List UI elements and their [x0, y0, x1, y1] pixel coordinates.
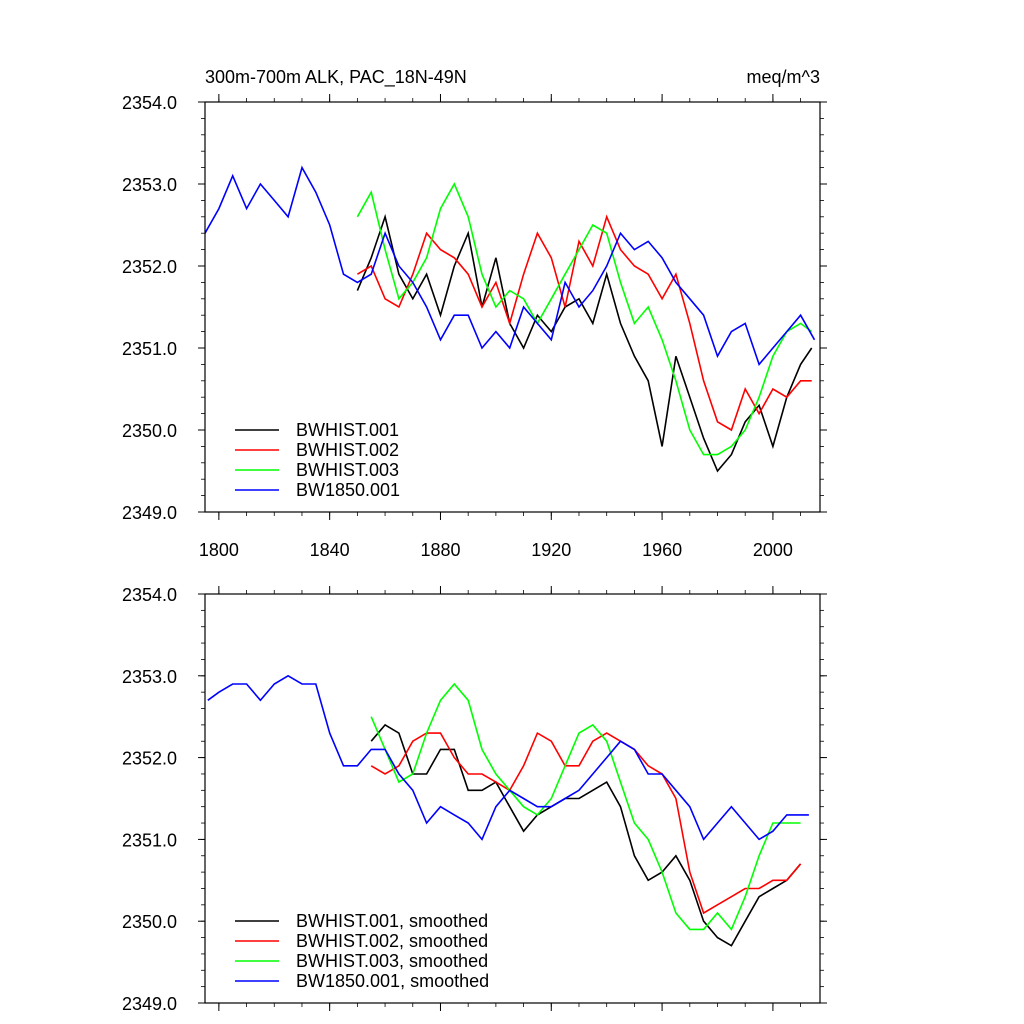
legend-label-1: BWHIST.002, smoothed [296, 931, 488, 951]
y-tick-label: 2350.0 [122, 912, 177, 932]
legend-label-2: BWHIST.003 [296, 460, 399, 480]
y-tick-label: 2349.0 [122, 994, 177, 1014]
y-tick-label: 2354.0 [122, 93, 177, 113]
series-line-1 [356, 214, 812, 432]
legend-label-0: BWHIST.001, smoothed [296, 911, 488, 931]
bottom-panel: 2349.0 2350.0 2351.0 2352.0 2353.0 2354.0 BWH… [122, 585, 827, 1014]
y-tick-label: 2349.0 [122, 503, 177, 523]
top-panel: 300m-700m ALK, PAC_18N-49N meq/m^3 2349.… [122, 67, 827, 560]
y-tick-label: 2350.0 [122, 421, 177, 441]
x-tick-label: 1800 [199, 540, 239, 560]
top-panel-plot-area: 2349.0 2350.0 2351.0 2352.0 2353.0 2354.0 1800… [122, 93, 827, 560]
top-panel-units: meq/m^3 [747, 67, 820, 87]
series-line-3 [207, 674, 809, 841]
x-tick-label: 1880 [420, 540, 460, 560]
x-tick-label: 1920 [531, 540, 571, 560]
series-line-2 [356, 182, 813, 456]
y-tick-label: 2351.0 [122, 339, 177, 359]
legend-label-3: BW1850.001 [296, 480, 400, 500]
bottom-panel-plot-area: 2349.0 2350.0 2351.0 2352.0 2353.0 2354.0 [122, 585, 827, 1014]
x-tick-label: 1960 [642, 540, 682, 560]
x-tick-label: 1840 [310, 540, 350, 560]
y-tick-label: 2353.0 [122, 175, 177, 195]
top-panel-title: 300m-700m ALK, PAC_18N-49N [205, 67, 467, 88]
plot-frame [204, 101, 821, 513]
series-line-3 [204, 165, 816, 367]
y-tick-label: 2351.0 [122, 830, 177, 850]
plot-frame [204, 593, 821, 1004]
y-tick-label: 2353.0 [122, 667, 177, 687]
legend-label-1: BWHIST.002 [296, 440, 399, 460]
y-tick-label: 2352.0 [122, 749, 177, 769]
series-line-0 [370, 723, 802, 947]
x-tick-label: 2000 [753, 540, 793, 560]
y-tick-label: 2354.0 [122, 585, 177, 605]
series-line-2 [370, 682, 801, 931]
series-line-1 [370, 731, 802, 915]
legend-label-2: BWHIST.003, smoothed [296, 951, 488, 971]
legend-label-0: BWHIST.001 [296, 420, 399, 440]
legend-label-3: BW1850.001, smoothed [296, 971, 489, 991]
y-tick-label: 2352.0 [122, 257, 177, 277]
